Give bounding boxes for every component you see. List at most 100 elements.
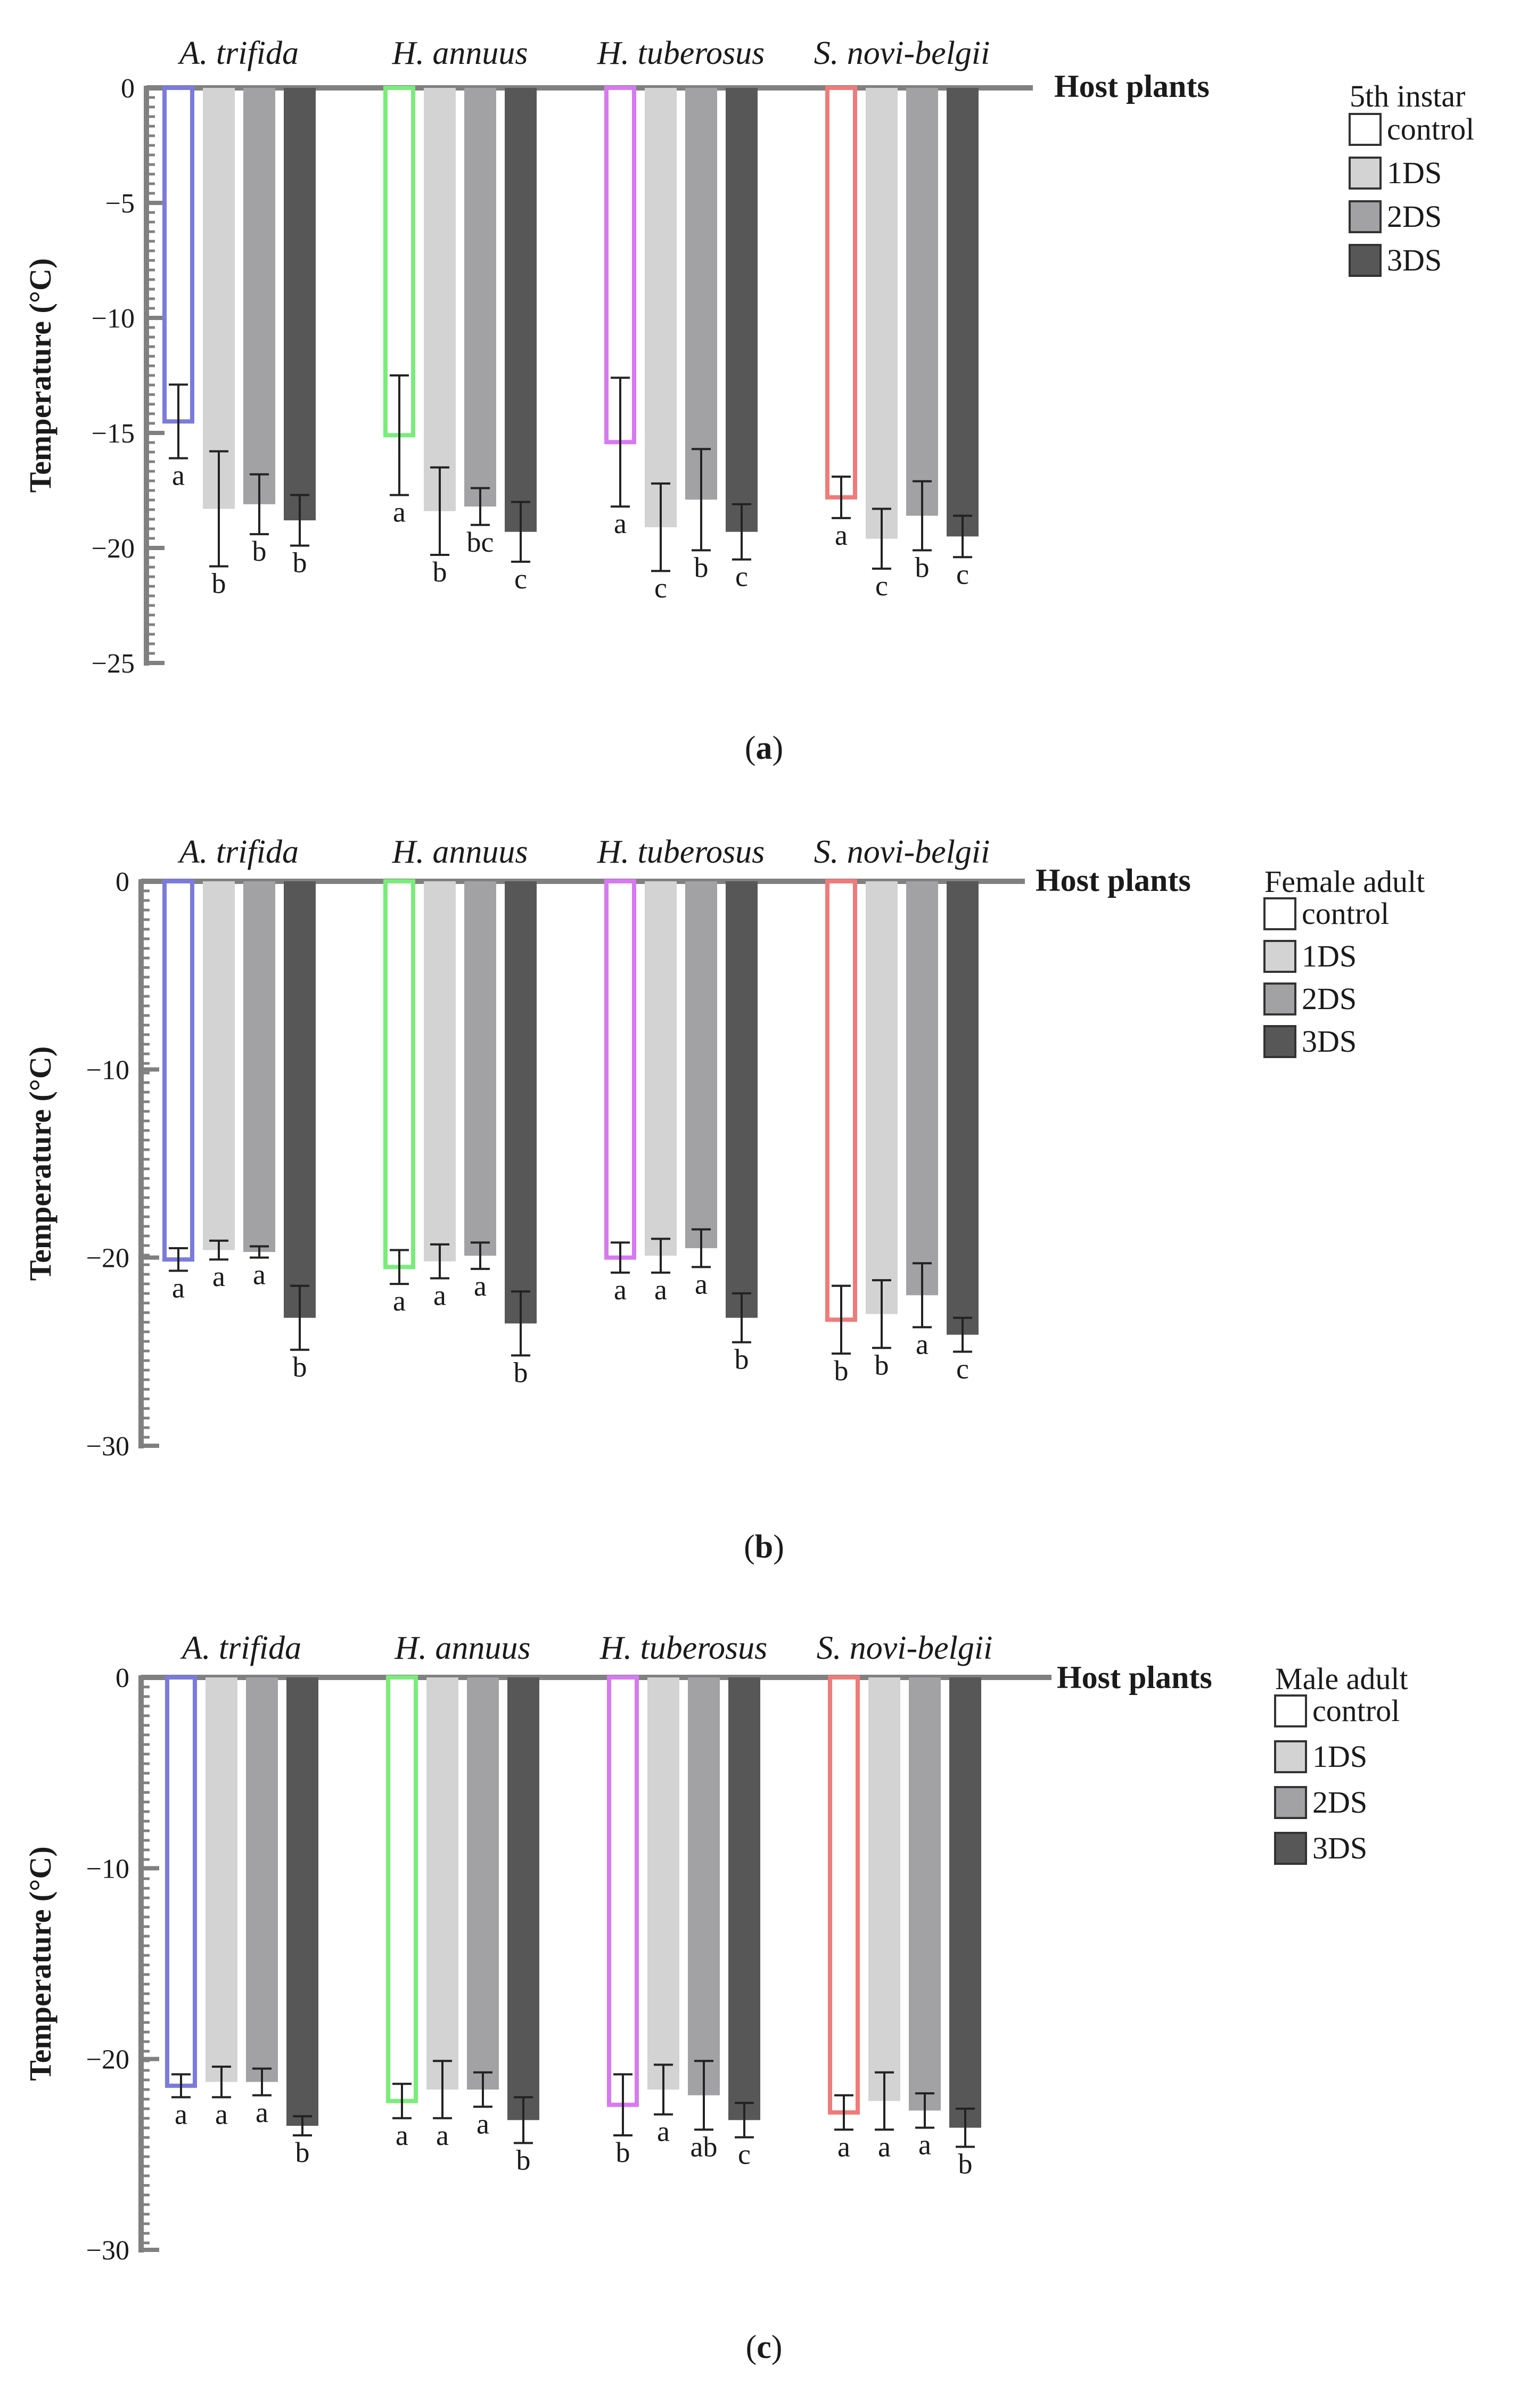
legend-swatch-1ds <box>1274 1740 1307 1773</box>
y-axis-title: Temperature (°C) <box>23 1846 57 2081</box>
x-axis-title: Host plants <box>1036 863 1191 898</box>
bar-s-novi-belgii-2ds <box>906 88 938 516</box>
y-tick-label: −30 <box>86 1431 129 1462</box>
significance-letter-a-trifida-control: a <box>172 1272 185 1304</box>
bar-a-trifida-2ds <box>243 881 275 1252</box>
bar-a-trifida-control <box>162 86 194 424</box>
significance-letter-h-annuus-3ds: b <box>514 1356 528 1388</box>
significance-letter-a-trifida-3ds: b <box>293 1351 307 1383</box>
significance-letter-a-trifida-1ds: b <box>212 568 226 600</box>
legend-label-3ds: 3DS <box>1302 1024 1357 1059</box>
legend-label-control: control <box>1387 112 1474 146</box>
error-bar-a-trifida-3ds <box>293 2115 312 2136</box>
significance-letter-h-annuus-2ds: bc <box>467 526 494 558</box>
error-bar-a-trifida-3ds <box>290 494 309 547</box>
error-bar-s-novi-belgii-1ds <box>872 1279 891 1349</box>
error-bar-h-annuus-1ds <box>433 2060 452 2119</box>
significance-letter-h-tuberosus-3ds: c <box>738 2139 751 2171</box>
significance-letter-h-tuberosus-2ds: b <box>694 551 709 583</box>
category-label-a-trifida: A. trifida <box>177 834 299 870</box>
legend-swatch-1ds <box>1349 157 1382 190</box>
significance-letter-h-annuus-1ds: a <box>433 1280 446 1312</box>
error-bar-h-tuberosus-3ds <box>732 503 751 561</box>
legend-swatch-2ds <box>1349 200 1382 233</box>
error-bar-s-novi-belgii-2ds <box>915 2092 934 2129</box>
bar-h-tuberosus-2ds <box>685 88 717 500</box>
error-bar-a-trifida-3ds <box>290 1284 309 1351</box>
bar-a-trifida-control <box>165 1675 197 2088</box>
legend-swatch-control <box>1349 113 1382 146</box>
category-label-h-annuus: H. annuus <box>392 35 528 71</box>
significance-letter-h-annuus-2ds: a <box>477 2108 489 2140</box>
error-bar-h-annuus-2ds <box>473 2071 492 2108</box>
significance-letter-a-trifida-2ds: b <box>252 535 267 567</box>
error-bar-h-tuberosus-control <box>611 376 630 508</box>
bar-h-tuberosus-1ds <box>645 881 677 1256</box>
legend-label-3ds: 3DS <box>1312 1831 1367 1865</box>
bar-a-trifida-1ds <box>203 881 235 1250</box>
category-label-h-annuus: H. annuus <box>395 1630 531 1666</box>
significance-letter-a-trifida-3ds: b <box>295 2136 310 2168</box>
legend-label-1ds: 1DS <box>1312 1739 1367 1774</box>
error-bar-s-novi-belgii-control <box>832 1284 851 1355</box>
legend-swatch-2ds <box>1263 982 1296 1015</box>
error-bar-a-trifida-1ds <box>212 2066 231 2099</box>
error-bar-a-trifida-control <box>171 2073 191 2099</box>
error-bar-s-novi-belgii-control <box>834 2094 853 2131</box>
error-bar-h-tuberosus-1ds <box>651 1238 670 1274</box>
error-bar-h-tuberosus-1ds <box>651 482 670 572</box>
significance-letter-a-trifida-1ds: a <box>212 1260 225 1292</box>
legend-label-1ds: 1DS <box>1387 155 1442 190</box>
error-bar-h-tuberosus-control <box>613 2073 632 2136</box>
bar-h-annuus-control <box>383 879 415 1269</box>
y-tick-label: −15 <box>92 419 135 449</box>
error-bar-s-novi-belgii-2ds <box>913 1262 932 1329</box>
legend-swatch-control <box>1274 1694 1307 1727</box>
bar-h-tuberosus-1ds <box>645 88 677 528</box>
bar-h-tuberosus-2ds <box>688 1677 720 2095</box>
significance-letter-h-annuus-3ds: c <box>514 563 527 595</box>
significance-letter-h-tuberosus-3ds: b <box>735 1344 749 1375</box>
significance-letter-a-trifida-2ds: a <box>253 1259 266 1291</box>
bar-s-novi-belgii-1ds <box>868 1677 900 2101</box>
category-label-a-trifida: A. trifida <box>177 35 299 71</box>
bar-s-novi-belgii-control <box>828 1675 860 2115</box>
error-bar-s-novi-belgii-3ds <box>956 2107 975 2148</box>
category-label-s-novi-belgii: S. novi-belgii <box>817 1630 993 1666</box>
bar-s-novi-belgii-3ds <box>949 1677 981 2128</box>
category-label-h-tuberosus: H. tuberosus <box>597 834 765 870</box>
chart-panel-c: 0 −10 −20 −30 Temperature (°C) Host plants A. … <box>23 1630 1408 2365</box>
error-bar-h-annuus-3ds <box>514 2096 533 2144</box>
significance-letter-s-novi-belgii-3ds: c <box>956 1353 969 1385</box>
bar-s-novi-belgii-control <box>825 86 857 499</box>
y-tick-label: 0 <box>121 73 135 104</box>
significance-letter-h-annuus-3ds: b <box>516 2144 531 2176</box>
significance-letter-h-tuberosus-1ds: c <box>654 572 667 604</box>
bar-a-trifida-3ds <box>286 1677 318 2126</box>
significance-letter-a-trifida-1ds: a <box>215 2098 228 2130</box>
bar-h-annuus-control <box>386 1675 418 2103</box>
y-axis-title: Temperature (°C) <box>23 258 57 493</box>
bar-s-novi-belgii-2ds <box>906 881 938 1296</box>
category-label-h-tuberosus: H. tuberosus <box>597 35 765 71</box>
error-bar-a-trifida-1ds <box>209 1239 228 1261</box>
bar-h-annuus-1ds <box>424 88 456 511</box>
significance-letter-h-tuberosus-control: a <box>614 1274 627 1306</box>
legend-swatch-control <box>1263 897 1296 930</box>
error-bar-h-annuus-1ds <box>430 1243 449 1280</box>
bar-h-annuus-3ds <box>507 1677 539 2120</box>
error-bar-h-tuberosus-2ds <box>694 2060 713 2131</box>
error-bar-s-novi-belgii-1ds <box>875 2071 894 2131</box>
y-tick-label: −10 <box>86 1055 129 1085</box>
bar-h-tuberosus-control <box>604 879 636 1260</box>
bar-a-trifida-2ds <box>246 1677 278 2082</box>
significance-letter-h-annuus-control: a <box>396 2119 408 2151</box>
significance-letter-s-novi-belgii-3ds: c <box>956 558 969 590</box>
error-bar-h-annuus-control <box>390 1249 409 1285</box>
y-tick-label: 0 <box>116 867 129 897</box>
y-tick-label: −30 <box>86 2235 129 2266</box>
y-tick-label: −20 <box>86 2045 129 2075</box>
significance-letter-h-annuus-control: a <box>393 1285 406 1317</box>
error-bar-h-tuberosus-2ds <box>692 448 711 552</box>
